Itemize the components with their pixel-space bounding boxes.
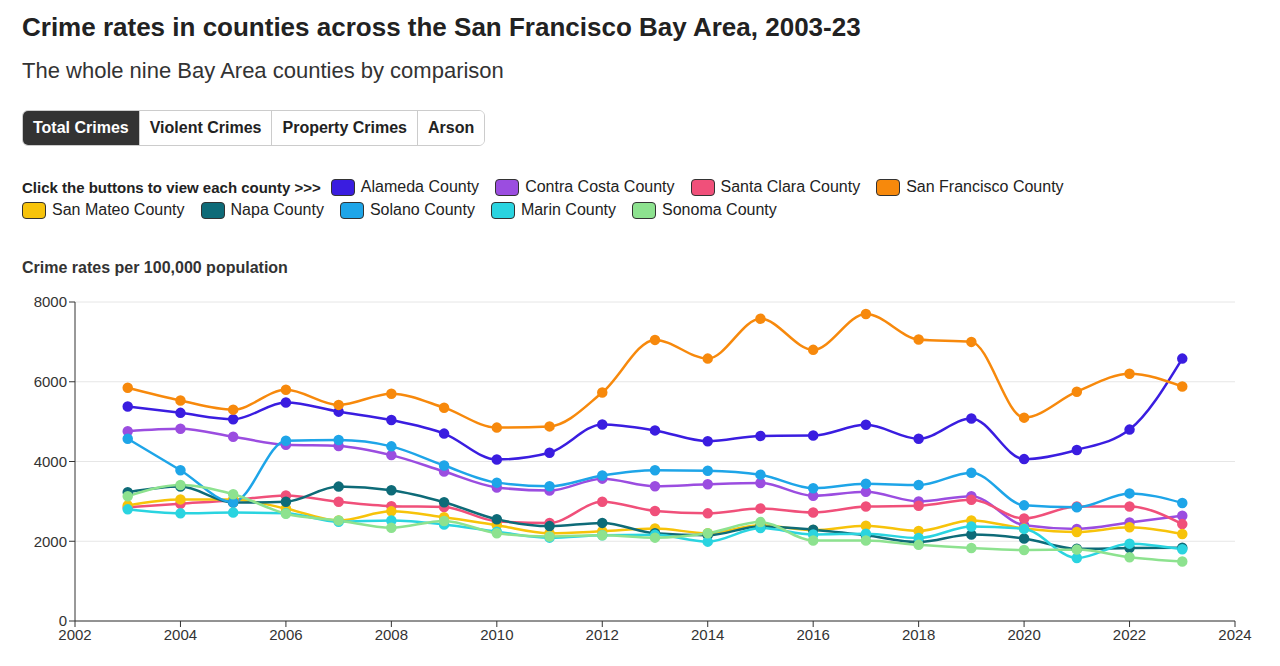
html-text:Crime rates per 100,000 popula: Crime rates per 100,000 population [22, 259, 288, 276]
html-text:Click the buttons to view each: Click the buttons to view each county >>… [22, 178, 321, 196]
svg-text:4000: 4000 [34, 453, 67, 470]
svg-text:2008: 2008 [375, 626, 408, 643]
svg-text:2000: 2000 [34, 533, 67, 550]
html-text:Total Crimes: Total Crimes [33, 119, 129, 136]
svg-text:6000: 6000 [34, 373, 67, 390]
html-text:Santa Clara County: Santa Clara County [720, 178, 861, 195]
svg-text:0: 0 [59, 612, 67, 629]
svg-text:2018: 2018 [902, 626, 935, 643]
svg-text:2004: 2004 [164, 626, 197, 643]
html-text:Contra Costa County: Contra Costa County [525, 178, 675, 195]
svg-text:2020: 2020 [1007, 626, 1040, 643]
html-text:Marin County: Marin County [520, 201, 616, 218]
html-text:Property Crimes: Property Crimes [282, 119, 407, 136]
svg-text:2024: 2024 [1218, 626, 1251, 643]
html-text:Napa County: Napa County [230, 201, 324, 218]
html-text:Solano County: Solano County [369, 201, 475, 218]
html-text:Sonoma County: Sonoma County [662, 201, 777, 218]
svg-text:2016: 2016 [796, 626, 829, 643]
html-text:The whole nine Bay Area counti: The whole nine Bay Area counties by comp… [22, 58, 504, 83]
html-text:Alameda County: Alameda County [360, 178, 480, 195]
svg-text:2022: 2022 [1113, 626, 1146, 643]
html-text:Violent Crimes: Violent Crimes [149, 119, 262, 136]
svg-text:2012: 2012 [586, 626, 619, 643]
svg-text:2006: 2006 [269, 626, 302, 643]
html-text:Crime rates in counties across: Crime rates in counties across the San F… [22, 12, 861, 42]
html-text:San Mateo County: San Mateo County [52, 201, 185, 218]
svg-text:2002: 2002 [58, 625, 92, 643]
html-text:San Francisco County: San Francisco County [906, 178, 1064, 195]
svg-text:2014: 2014 [691, 626, 724, 643]
html-text:Arson: Arson [428, 119, 475, 136]
svg-text:8000: 8000 [34, 293, 67, 310]
svg-text:2010: 2010 [480, 626, 513, 643]
